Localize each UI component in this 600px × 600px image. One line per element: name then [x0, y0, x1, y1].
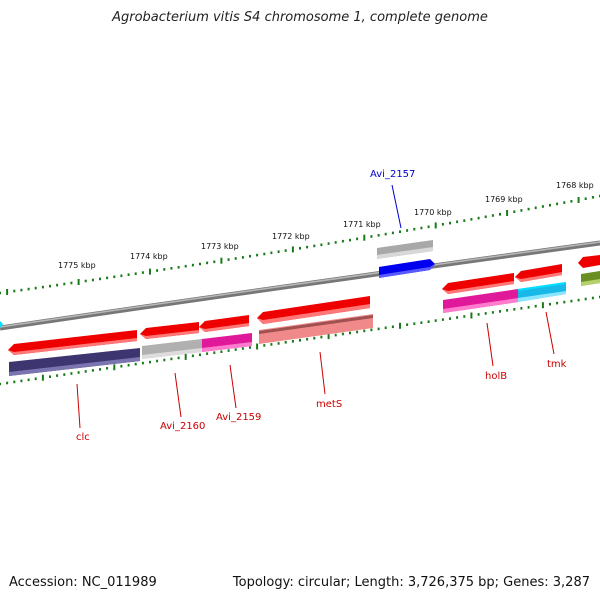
label-leaders: [76, 184, 555, 429]
gene-label-avi-2160[interactable]: Avi_2160: [160, 421, 205, 432]
gene-rightmost[interactable]: [578, 255, 600, 286]
ruler-label: 1768 kbp: [556, 181, 594, 190]
ruler-label: 1773 kbp: [201, 242, 239, 251]
ruler-label: 1774 kbp: [130, 252, 168, 261]
gene-label-avi-2157[interactable]: Avi_2157: [370, 169, 415, 180]
accession-text: Accession: NC_011989: [9, 575, 157, 590]
ruler-label: 1770 kbp: [414, 208, 452, 217]
ruler-label: 1772 kbp: [272, 232, 310, 241]
gene-arrow[interactable]: [140, 322, 199, 339]
ruler-lower-track: [0, 295, 600, 386]
gene-label-clc[interactable]: clc: [76, 432, 90, 443]
gene-arrow[interactable]: [442, 273, 514, 294]
gene-label-avi-2159[interactable]: Avi_2159: [216, 412, 261, 423]
gene-label-tmk[interactable]: tmk: [547, 359, 567, 370]
gene-arrow[interactable]: [515, 264, 562, 282]
ruler-label: 1771 kbp: [343, 220, 381, 229]
ruler-label: 1775 kbp: [58, 261, 96, 270]
ruler-upper-track: [0, 194, 600, 295]
cds-bars: [9, 282, 566, 376]
map-title: Agrobacterium vitis S4 chromosome 1, com…: [112, 10, 488, 25]
chromosome-backbone: [0, 240, 600, 331]
gene-avi-2157[interactable]: [377, 240, 435, 278]
gene-arrow[interactable]: [199, 315, 249, 332]
genome-summary-text: Topology: circular; Length: 3,726,375 bp…: [232, 575, 590, 590]
gene-arrow[interactable]: [8, 330, 137, 355]
ruler-label: 1769 kbp: [485, 195, 523, 204]
ruler-labels: 1775 kbp 1774 kbp 1773 kbp 1772 kbp 1771…: [58, 181, 594, 270]
gene-label-mets[interactable]: metS: [316, 399, 342, 410]
gene-arrows-minus: [8, 264, 562, 355]
edge-feature-fragment: [0, 321, 3, 328]
gene-label-holb[interactable]: holB: [485, 371, 507, 382]
